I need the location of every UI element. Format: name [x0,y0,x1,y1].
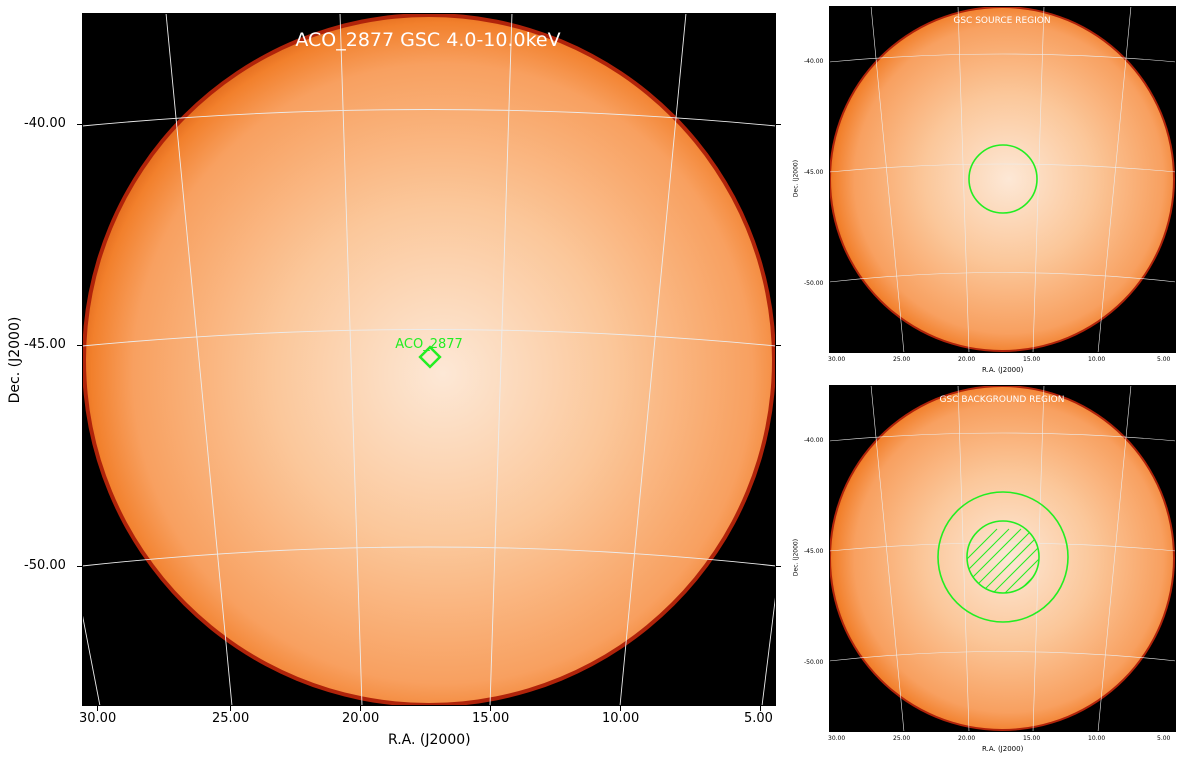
source-label: ACO_2877 [395,337,463,352]
main-xtick [760,706,761,711]
background-region-image: GSC BACKGROUND REGION [829,385,1176,732]
source-region-image: GSC SOURCE REGION [829,6,1176,353]
exposure-disk-fill [86,17,772,703]
main-ytick-right [776,566,781,567]
exposure-disk-fill [831,387,1173,729]
main-xlabel: R.A. (J2000) [388,732,471,748]
background-xtick-label: 5.00 [1157,735,1171,742]
source-ylabel: Dec. (J2000) [792,159,800,198]
main-xtick-label: 20.00 [342,711,380,726]
background-outer-circle[interactable] [937,491,1069,623]
main-xtick [230,706,231,711]
main-ytick-label: -50.00 [24,558,66,573]
coordinate-grid [829,385,1176,732]
main-xtick-label: 5.00 [744,711,773,726]
source-ytick-label: -40.00 [804,58,824,65]
main-ylabel: Dec. (J2000) [7,316,23,404]
background-ytick-label: -50.00 [804,659,824,666]
background-ytick-label: -45.00 [804,548,824,555]
background-xtick-label: 25.00 [893,735,911,742]
main-xtick-label: 30.00 [79,711,117,726]
source-region-svg: GSC SOURCE REGION [829,6,1176,353]
main-ytick-right [776,124,781,125]
source-xlabel: R.A. (J2000) [982,366,1024,374]
main-title: ACO_2877 GSC 4.0-10.0keV [295,29,560,51]
background-inner-circle[interactable] [966,520,1040,594]
main-xtick [490,706,491,711]
coordinate-grid [82,13,776,706]
main-sky-svg: ACO_2877 ACO_2877 GSC 4.0-10.0keV [82,13,776,706]
main-xtick-label: 10.00 [602,711,640,726]
main-ytick-right [776,345,781,346]
source-ytick-label: -45.00 [804,169,824,176]
coordinate-grid [829,6,1176,353]
background-panel-title: GSC BACKGROUND REGION [940,395,1065,405]
source-ytick-label: -50.00 [804,280,824,287]
source-panel-title: GSC SOURCE REGION [953,16,1050,26]
background-ylabel: Dec. (J2000) [792,538,800,577]
main-xtick [97,706,98,711]
main-ytick [77,345,82,346]
main-xtick-label: 15.00 [472,711,510,726]
main-xtick [620,706,621,711]
main-xtick-label: 25.00 [212,711,250,726]
background-xtick-label: 10.00 [1088,735,1106,742]
source-xtick-label: 10.00 [1088,356,1106,363]
source-xtick-label: 30.00 [828,356,846,363]
main-ytick-label: -40.00 [24,116,66,131]
background-ytick-label: -40.00 [804,437,824,444]
background-xlabel: R.A. (J2000) [982,745,1024,753]
main-ytick [77,566,82,567]
source-xtick-label: 20.00 [958,356,976,363]
main-sky-image: ACO_2877 ACO_2877 GSC 4.0-10.0keV [82,13,776,706]
background-xtick-label: 15.00 [1023,735,1041,742]
background-xtick-label: 20.00 [958,735,976,742]
exposure-disk-fill [831,8,1173,350]
source-marker-diamond[interactable] [418,345,442,369]
background-region-svg: GSC BACKGROUND REGION [829,385,1176,732]
main-ytick [77,124,82,125]
source-xtick-label: 25.00 [893,356,911,363]
source-xtick-label: 5.00 [1157,356,1171,363]
source-xtick-label: 15.00 [1023,356,1041,363]
source-region-circle[interactable] [968,144,1038,214]
main-ytick-label: -45.00 [24,337,66,352]
main-xtick [360,706,361,711]
background-xtick-label: 30.00 [828,735,846,742]
